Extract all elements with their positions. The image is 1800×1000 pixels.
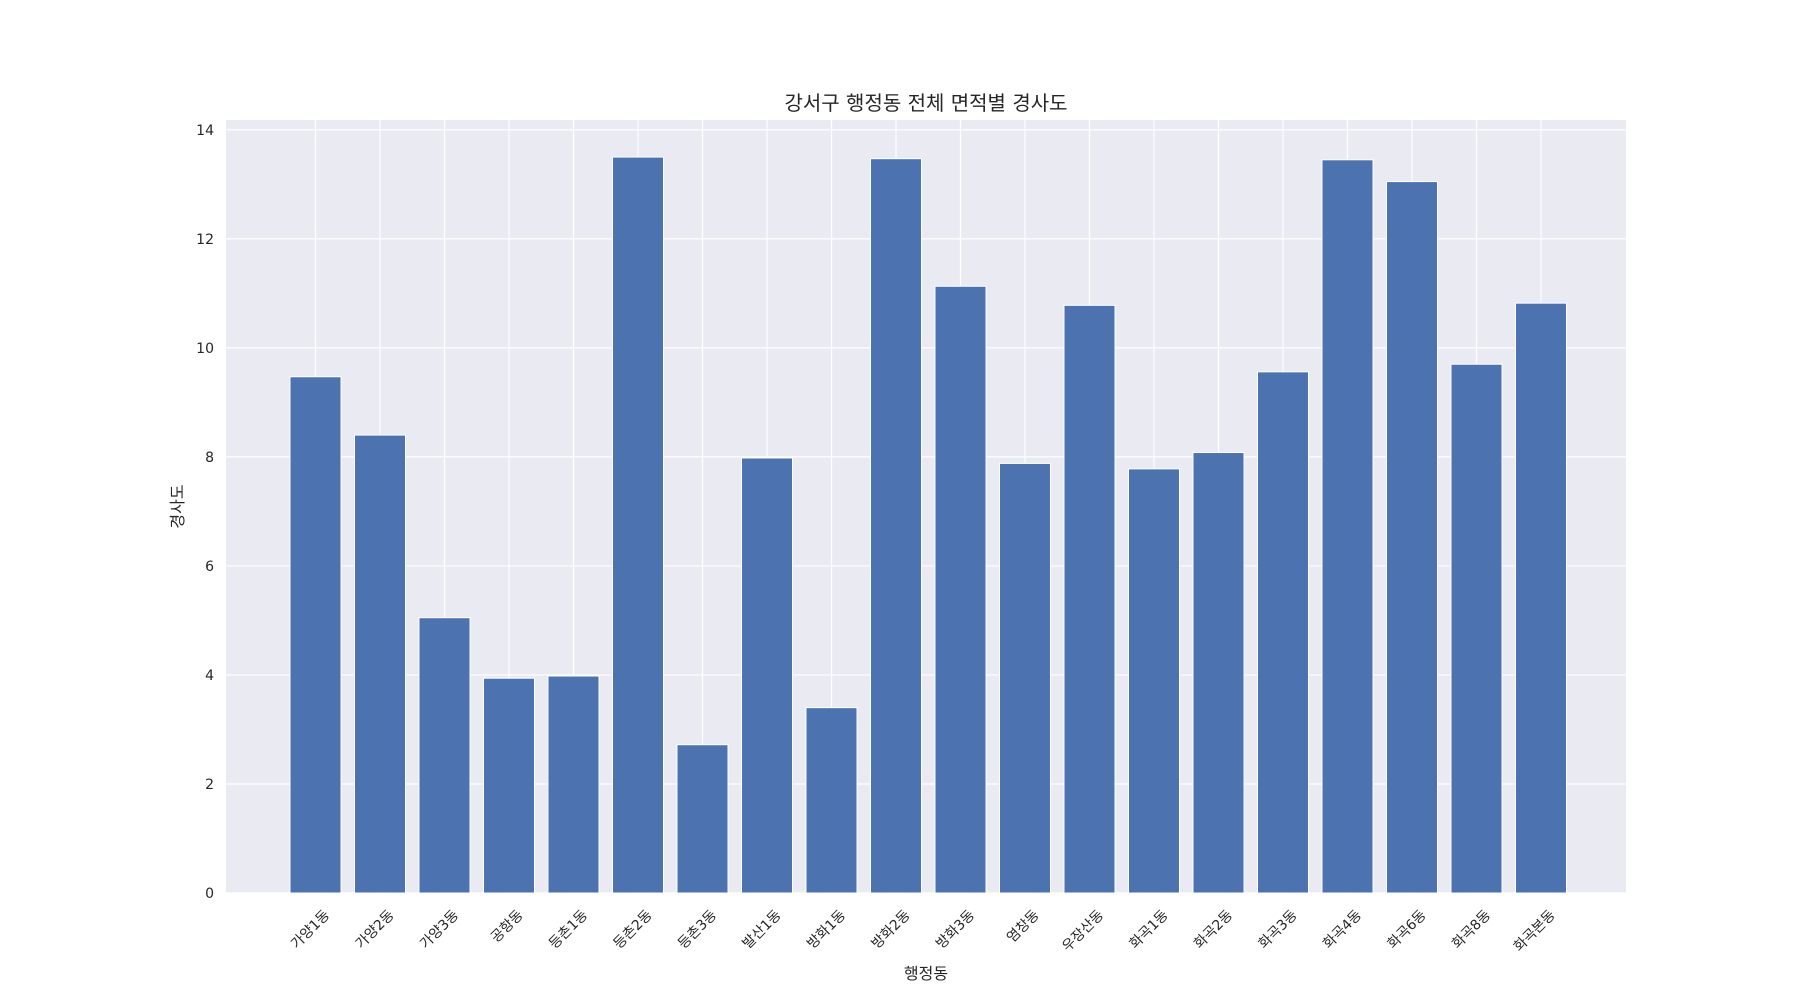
- y-tick-label: 2: [205, 777, 214, 793]
- x-tick-label: 화곡8동: [1449, 907, 1494, 952]
- x-tick-label: 염창동: [1004, 907, 1043, 946]
- bar-2: [354, 434, 406, 894]
- bar-12: [999, 462, 1051, 894]
- bars: [289, 156, 1567, 894]
- x-tick-label: 가양2동: [353, 907, 398, 952]
- y-axis-ticks: 0 2 4 6 8 10 12 14: [196, 123, 214, 902]
- bar-8: [741, 457, 793, 894]
- x-tick-label: 우장산동: [1059, 907, 1107, 955]
- y-tick-label: 0: [205, 886, 214, 902]
- bar-6: [612, 156, 664, 894]
- x-tick-label: 방화1동: [804, 907, 849, 952]
- x-tick-label: 방화3동: [933, 907, 978, 952]
- x-tick-label: 공항동: [488, 907, 527, 946]
- x-tick-label: 등촌2동: [611, 907, 656, 952]
- bar-9: [805, 707, 858, 894]
- y-tick-label: 10: [196, 341, 214, 357]
- bar-15: [1192, 452, 1245, 894]
- bar-11: [934, 285, 987, 894]
- y-tick-label: 12: [196, 232, 214, 248]
- x-tick-label: 화곡2동: [1191, 907, 1236, 952]
- x-tick-label: 화곡4동: [1320, 907, 1365, 952]
- bar-5: [547, 675, 600, 894]
- bar-3: [418, 617, 471, 894]
- x-tick-label: 방화2동: [869, 907, 914, 952]
- x-tick-label: 화곡1동: [1127, 907, 1172, 952]
- bar-14: [1128, 468, 1180, 894]
- bar-20: [1515, 302, 1567, 894]
- x-tick-label: 가양3동: [417, 907, 462, 952]
- x-tick-label: 화곡6동: [1385, 907, 1430, 952]
- chart-title: 강서구 행정동 전체 면적별 경사도: [784, 91, 1067, 115]
- x-tick-label: 등촌3동: [675, 907, 720, 952]
- bar-16: [1257, 371, 1309, 894]
- y-tick-label: 8: [205, 450, 214, 466]
- y-tick-label: 4: [205, 668, 214, 684]
- bar-17: [1321, 159, 1374, 894]
- y-tick-label: 6: [205, 559, 214, 575]
- y-axis-label: 경사도: [168, 484, 187, 528]
- x-tick-label: 가양1동: [288, 907, 333, 952]
- x-tick-label: 화곡3동: [1256, 907, 1301, 952]
- bar-19: [1450, 363, 1503, 894]
- bar-13: [1063, 304, 1116, 894]
- bar-10: [870, 158, 922, 894]
- bar-4: [483, 677, 535, 894]
- x-tick-label: 화곡본동: [1511, 907, 1559, 955]
- x-axis-label: 행정동: [904, 964, 948, 983]
- y-tick-label: 14: [196, 123, 214, 139]
- x-tick-label: 발산1동: [740, 907, 785, 952]
- bar-7: [676, 744, 729, 894]
- x-tick-label: 등촌1동: [546, 907, 591, 952]
- x-axis-ticks: 가양1동 가양2동 가양3동 공항동 등촌1동 등촌2동 등촌3동 발산1동 방화1동 방화2동 방…: [288, 907, 1559, 955]
- bar-1: [289, 376, 342, 894]
- bar-18: [1386, 181, 1438, 894]
